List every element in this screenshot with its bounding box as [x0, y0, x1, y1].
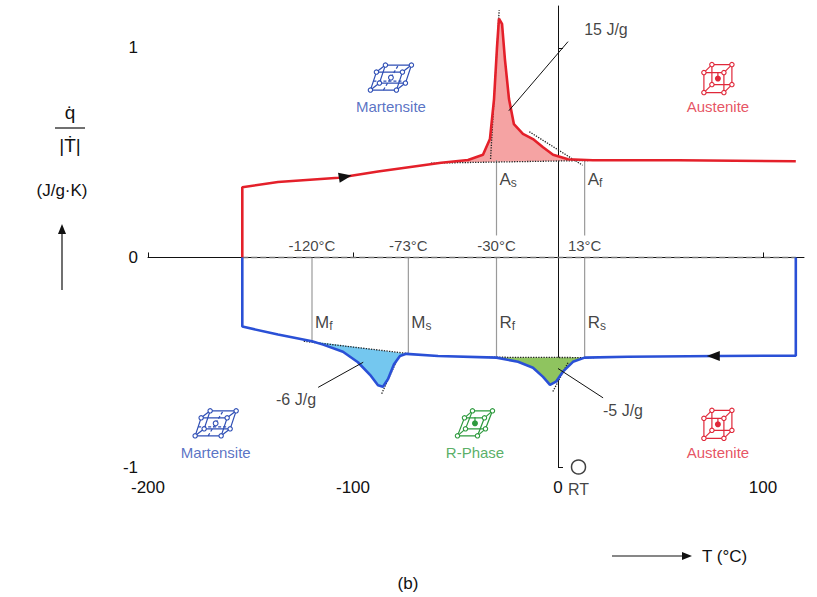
svg-text:100: 100	[749, 478, 777, 497]
svg-text:q̇: q̇	[65, 102, 76, 123]
svg-text:s: s	[600, 319, 606, 333]
svg-text:|Ṫ|: |Ṫ|	[59, 135, 80, 156]
svg-text:-1: -1	[123, 458, 138, 477]
svg-text:M: M	[411, 313, 425, 332]
svg-text:Austenite: Austenite	[687, 98, 750, 115]
svg-text:Martensite: Martensite	[356, 98, 426, 115]
svg-text:-100: -100	[336, 478, 370, 497]
svg-text:Austenite: Austenite	[687, 444, 750, 461]
svg-text:M: M	[315, 313, 329, 332]
svg-text:1: 1	[129, 38, 138, 57]
svg-text:f: f	[329, 319, 333, 333]
svg-text:-30°C: -30°C	[477, 237, 516, 254]
svg-text:RT: RT	[568, 481, 589, 498]
svg-text:15 J/g: 15 J/g	[584, 21, 628, 38]
svg-text:0: 0	[129, 248, 138, 267]
svg-text:0: 0	[553, 478, 562, 497]
svg-text:R-Phase: R-Phase	[446, 444, 504, 461]
svg-text:s: s	[511, 176, 517, 190]
svg-text:f: f	[512, 319, 516, 333]
svg-text:f: f	[599, 176, 603, 190]
svg-text:-73°C: -73°C	[389, 237, 428, 254]
svg-text:-6 J/g: -6 J/g	[276, 391, 316, 408]
svg-text:R: R	[588, 313, 600, 332]
svg-text:A: A	[588, 170, 600, 189]
svg-text:(b): (b)	[398, 574, 419, 593]
svg-text:Martensite: Martensite	[181, 444, 251, 461]
svg-text:(J/g·K): (J/g·K)	[37, 181, 88, 200]
svg-text:R: R	[500, 313, 512, 332]
svg-text:T (°C): T (°C)	[702, 547, 747, 566]
svg-text:13°C: 13°C	[568, 237, 602, 254]
svg-text:s: s	[426, 319, 432, 333]
svg-text:-5 J/g: -5 J/g	[603, 402, 643, 419]
svg-text:-200: -200	[131, 478, 165, 497]
svg-text:-120°C: -120°C	[289, 237, 336, 254]
svg-text:A: A	[500, 170, 512, 189]
